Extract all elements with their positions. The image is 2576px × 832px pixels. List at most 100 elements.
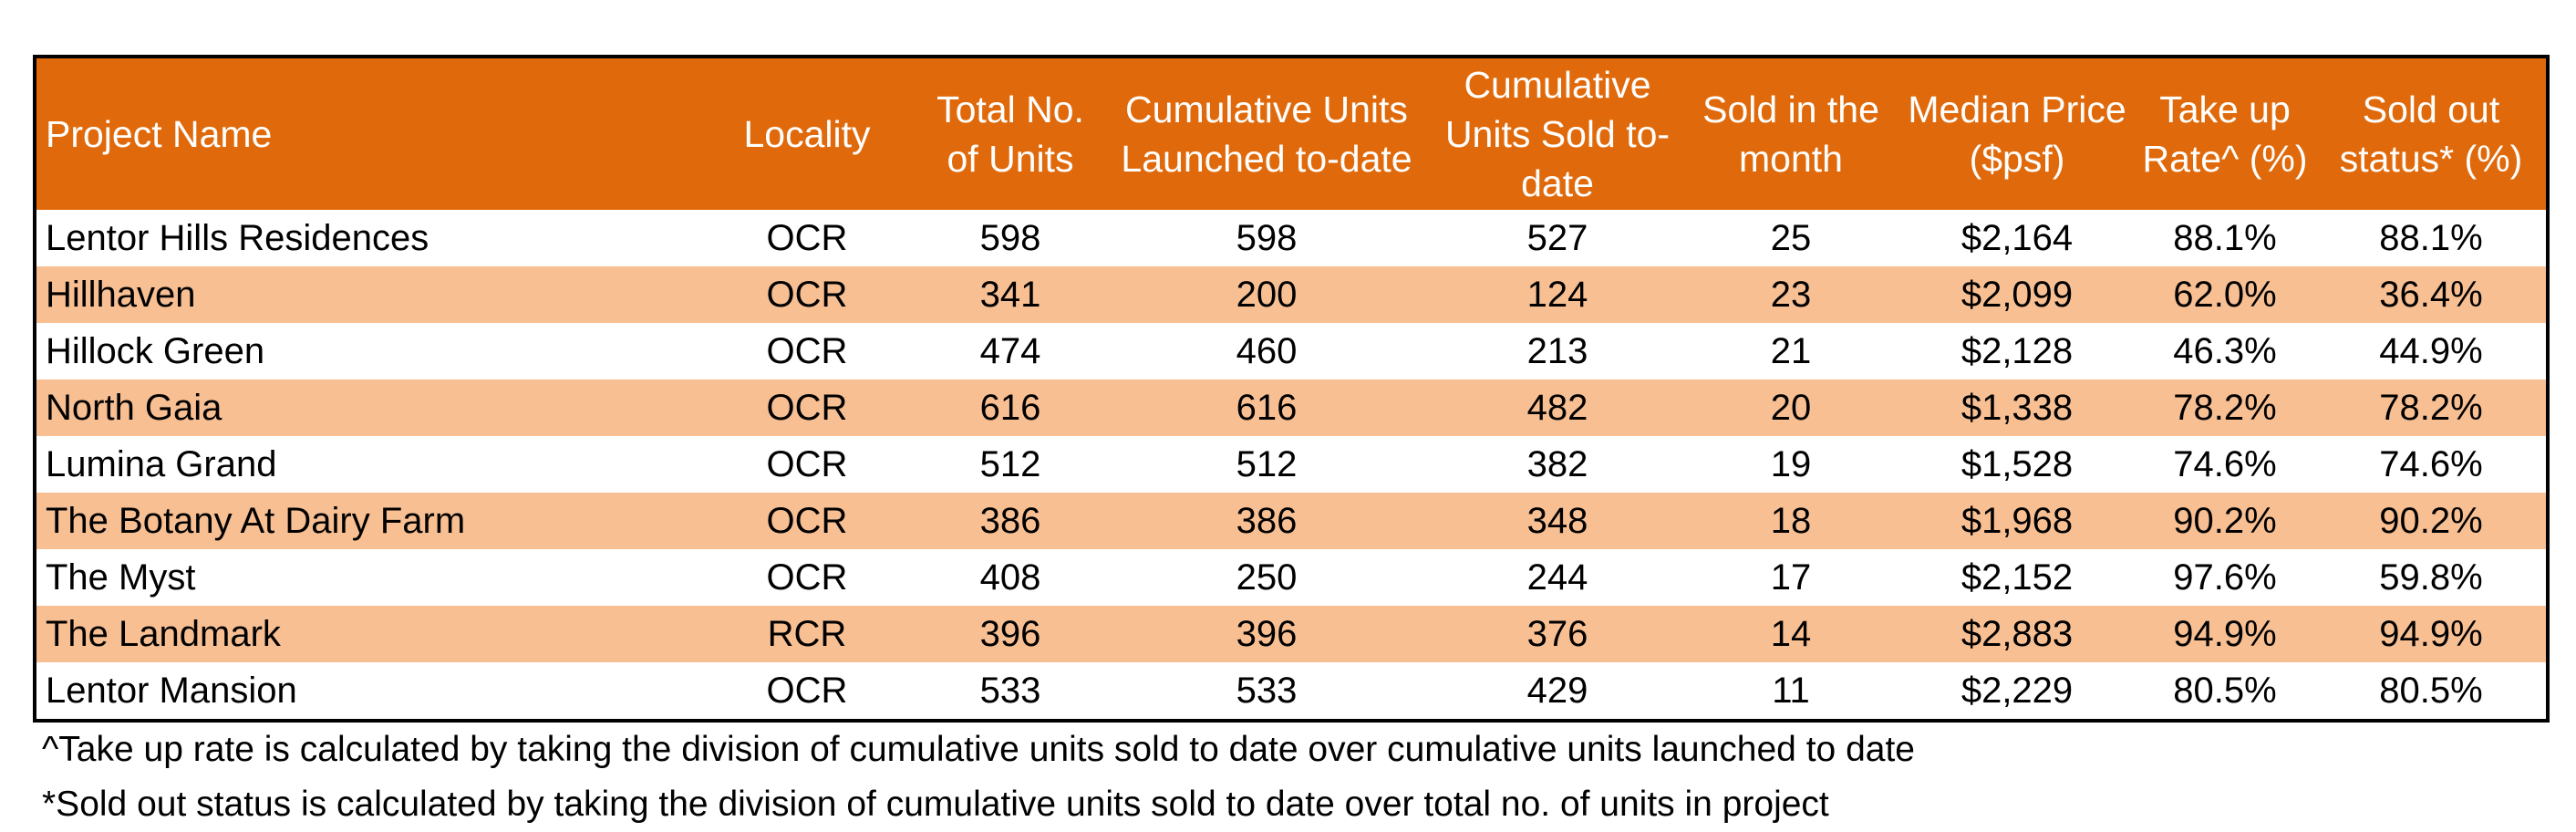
locality-cell: RCR [767, 613, 847, 654]
locality-cell: OCR [766, 500, 848, 541]
header-total-units: Total No. of Units [936, 88, 1084, 180]
project-name-cell: The Landmark [46, 613, 281, 654]
median-price-cell: $2,164 [1960, 217, 2074, 258]
median-price-cell: $2,229 [1960, 670, 2074, 711]
sold-in-month-cell: 18 [1770, 500, 1812, 541]
table-body: Lentor Hills Residences OCR 598 598 527 25 $2,… [36, 210, 2546, 719]
units-launched-cell: 512 [1236, 443, 1298, 484]
header-units-sold: Cumulative Units Sold to-date [1444, 64, 1671, 204]
take-up-rate-cell: 97.6% [2173, 556, 2277, 598]
footnotes: ^Take up rate is calculated by taking th… [42, 723, 1915, 832]
header-units-launched: Cumulative Units Launched to-date [1121, 88, 1412, 180]
sold-in-month-cell: 21 [1770, 330, 1812, 371]
take-up-rate-cell: 74.6% [2173, 443, 2277, 484]
header-median-price: Median Price ($psf) [1908, 88, 2126, 180]
sold-out-status-cell: 74.6% [2379, 443, 2483, 484]
sold-out-status-cell: 59.8% [2379, 556, 2483, 598]
take-up-rate-cell: 94.9% [2173, 613, 2277, 654]
units-sold-cell: 482 [1526, 387, 1588, 428]
sold-in-month-cell: 17 [1770, 556, 1812, 598]
header-sold-out-status: Sold out status* (%) [2339, 88, 2523, 180]
units-sold-cell: 429 [1526, 670, 1588, 711]
locality-cell: OCR [766, 443, 848, 484]
footnote-take-up-rate: ^Take up rate is calculated by taking th… [42, 730, 1915, 769]
header-take-up-rate: Take up Rate^ (%) [2142, 88, 2308, 180]
units-sold-cell: 376 [1526, 613, 1588, 654]
header-row: Project Name Locality Total No. of Units… [36, 58, 2546, 210]
units-launched-cell: 200 [1236, 274, 1298, 315]
median-price-cell: $1,528 [1960, 443, 2074, 484]
project-name-cell: Hillock Green [46, 330, 265, 371]
units-sold-cell: 348 [1526, 500, 1588, 541]
take-up-rate-cell: 62.0% [2173, 274, 2277, 315]
table-row: Hillock Green OCR 474 460 213 21 $2,128 46.3% 44… [36, 323, 2546, 380]
units-launched-cell: 616 [1236, 387, 1298, 428]
table-row: The Landmark RCR 396 396 376 14 $2,883 94.9% 94.… [36, 606, 2546, 662]
median-price-cell: $2,128 [1960, 330, 2074, 371]
median-price-cell: $2,883 [1960, 613, 2074, 654]
total-units-cell: 512 [979, 443, 1041, 484]
total-units-cell: 386 [979, 500, 1041, 541]
header-locality: Locality [743, 113, 871, 155]
total-units-cell: 598 [979, 217, 1041, 258]
table-row: Hillhaven OCR 341 200 124 23 $2,099 62.0% 36.4% [36, 266, 2546, 323]
header-sold-in-month: Sold in the month [1702, 88, 1879, 180]
sold-in-month-cell: 20 [1770, 387, 1812, 428]
locality-cell: OCR [766, 556, 848, 598]
table-header: Project Name Locality Total No. of Units… [36, 58, 2546, 210]
project-name-cell: Lumina Grand [46, 443, 277, 484]
locality-cell: OCR [766, 387, 848, 428]
units-launched-cell: 533 [1236, 670, 1298, 711]
median-price-cell: $2,099 [1960, 274, 2074, 315]
table-row: Lentor Hills Residences OCR 598 598 527 25 $2,… [36, 210, 2546, 266]
units-sold-cell: 124 [1526, 274, 1588, 315]
sold-out-status-cell: 88.1% [2379, 217, 2483, 258]
take-up-rate-cell: 80.5% [2173, 670, 2277, 711]
take-up-rate-cell: 88.1% [2173, 217, 2277, 258]
units-sold-cell: 213 [1526, 330, 1588, 371]
units-sold-cell: 527 [1526, 217, 1588, 258]
sold-in-month-cell: 25 [1770, 217, 1812, 258]
table-row: Lentor Mansion OCR 533 533 429 11 $2,229 80.5% 8… [36, 662, 2546, 719]
total-units-cell: 341 [979, 274, 1041, 315]
total-units-cell: 474 [979, 330, 1041, 371]
project-name-cell: Hillhaven [46, 274, 196, 315]
units-launched-cell: 396 [1236, 613, 1298, 654]
sold-in-month-cell: 23 [1770, 274, 1812, 315]
table-row: The Myst OCR 408 250 244 17 $2,152 97.6% 59.8% [36, 549, 2546, 606]
project-name-cell: The Myst [46, 556, 196, 598]
total-units-cell: 408 [979, 556, 1041, 598]
units-launched-cell: 598 [1236, 217, 1298, 258]
units-sold-cell: 382 [1526, 443, 1588, 484]
total-units-cell: 533 [979, 670, 1041, 711]
project-sales-table: Project Name Locality Total No. of Units… [36, 58, 2546, 719]
total-units-cell: 396 [979, 613, 1041, 654]
median-price-cell: $1,968 [1960, 500, 2074, 541]
table-row: The Botany At Dairy Farm OCR 386 386 348 18 $1… [36, 493, 2546, 549]
footnote-sold-out-status: *Sold out status is calculated by taking… [42, 785, 1829, 824]
project-name-cell: The Botany At Dairy Farm [46, 500, 466, 541]
sold-in-month-cell: 11 [1772, 670, 1810, 711]
locality-cell: OCR [766, 670, 848, 711]
locality-cell: OCR [766, 217, 848, 258]
take-up-rate-cell: 90.2% [2173, 500, 2277, 541]
take-up-rate-cell: 46.3% [2173, 330, 2277, 371]
project-name-cell: Lentor Mansion [46, 670, 297, 711]
table-row: North Gaia OCR 616 616 482 20 $1,338 78.2% 78.2% [36, 380, 2546, 436]
locality-cell: OCR [766, 274, 848, 315]
units-launched-cell: 386 [1236, 500, 1298, 541]
table-row: Lumina Grand OCR 512 512 382 19 $1,528 74.6% 74.… [36, 436, 2546, 493]
project-name-cell: North Gaia [46, 387, 222, 428]
project-sales-table-container: Project Name Locality Total No. of Units… [33, 55, 2550, 723]
median-price-cell: $2,152 [1960, 556, 2074, 598]
project-name-cell: Lentor Hills Residences [46, 217, 429, 258]
units-launched-cell: 460 [1236, 330, 1298, 371]
median-price-cell: $1,338 [1960, 387, 2074, 428]
units-sold-cell: 244 [1526, 556, 1588, 598]
sold-in-month-cell: 19 [1770, 443, 1812, 484]
sold-out-status-cell: 36.4% [2379, 274, 2483, 315]
locality-cell: OCR [766, 330, 848, 371]
sold-out-status-cell: 90.2% [2379, 500, 2483, 541]
header-project-name: Project Name [46, 113, 273, 155]
sold-out-status-cell: 78.2% [2379, 387, 2483, 428]
